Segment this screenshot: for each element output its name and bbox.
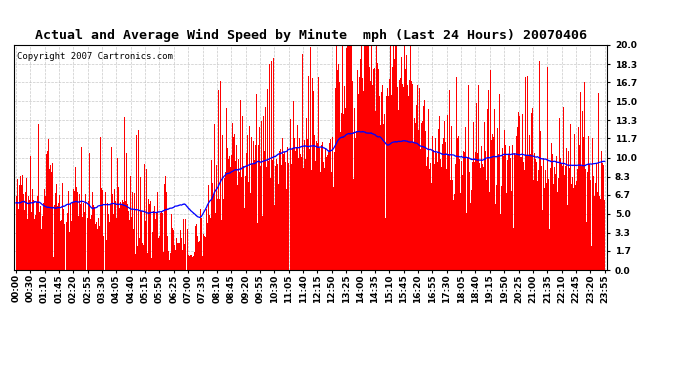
Text: Copyright 2007 Cartronics.com: Copyright 2007 Cartronics.com xyxy=(17,52,172,61)
Title: Actual and Average Wind Speed by Minute  mph (Last 24 Hours) 20070406: Actual and Average Wind Speed by Minute … xyxy=(34,29,586,42)
